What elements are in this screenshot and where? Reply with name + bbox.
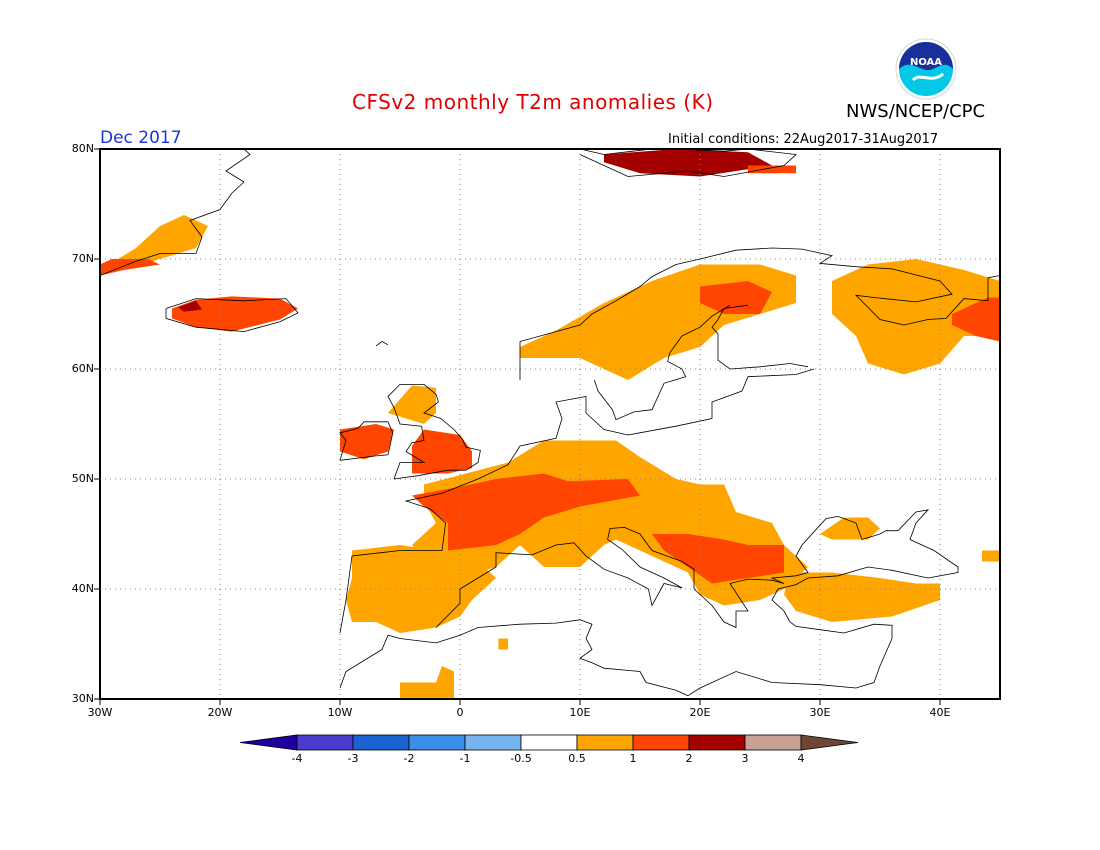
- anomaly-region-15: [652, 534, 784, 584]
- colorbar-segment: [576, 734, 634, 751]
- anomaly-region-5: [748, 165, 796, 174]
- colorbar-label: 2: [685, 752, 693, 765]
- colorbar-segment: [520, 734, 578, 751]
- colorbar-segment: [744, 734, 802, 751]
- anomaly-region-12: [412, 429, 472, 474]
- colorbar-segment: [632, 734, 690, 751]
- anomaly-region-7: [700, 281, 772, 314]
- map-gridlines: [100, 149, 1000, 699]
- colorbar-label: -2: [403, 752, 415, 765]
- lon-label: 0: [456, 706, 464, 719]
- agency-label: NWS/NCEP/CPC: [846, 101, 986, 122]
- lon-label: 30E: [809, 706, 831, 719]
- coastline-9: [579, 149, 797, 177]
- colorbar: [239, 734, 859, 751]
- anomaly-region-9: [952, 297, 1000, 342]
- anomaly-region-3: [178, 300, 202, 312]
- colorbar-label: -4: [291, 752, 303, 765]
- colorbar-segment: [408, 734, 466, 751]
- axis-ticks: [94, 148, 941, 705]
- valid-month-label: Dec 2017: [100, 128, 182, 148]
- lat-label: 50N: [71, 472, 94, 485]
- colorbar-label: 1: [629, 752, 637, 765]
- anomaly-region-2: [172, 296, 298, 332]
- initial-conditions-label: Initial conditions: 22Aug2017-31Aug2017: [668, 132, 939, 147]
- lat-label: 60N: [71, 362, 94, 375]
- colorbar-segment: [239, 734, 298, 751]
- anomaly-region-19: [982, 550, 1000, 562]
- lon-label: 20W: [207, 706, 233, 719]
- colorbar-label: 3: [741, 752, 749, 765]
- anomaly-region-17: [784, 572, 940, 622]
- colorbar-segment: [688, 734, 746, 751]
- map-coastlines: [100, 149, 1000, 697]
- anomaly-region-20: [400, 666, 454, 699]
- anomaly-region-18: [820, 517, 880, 540]
- anomaly-regions: [100, 149, 1000, 699]
- map-frame: [99, 148, 1001, 700]
- lat-label: 80N: [71, 142, 94, 155]
- anomaly-region-14: [412, 473, 640, 551]
- colorbar-label: 0.5: [568, 752, 586, 765]
- anomaly-region-1: [100, 259, 160, 276]
- coastline-11: [375, 341, 389, 347]
- lat-label: 40N: [71, 582, 94, 595]
- lon-label: 30W: [87, 706, 113, 719]
- lon-label: 10E: [569, 706, 591, 719]
- colorbar-label: -0.5: [510, 752, 532, 765]
- coastline-4: [339, 421, 394, 461]
- svg-text:NOAA: NOAA: [910, 57, 942, 68]
- colorbar-segment: [352, 734, 410, 751]
- coastline-7: [711, 304, 809, 370]
- coastline-8: [594, 304, 731, 421]
- coastline-5: [165, 298, 299, 333]
- colorbar-label: 4: [797, 752, 805, 765]
- coastline-10: [100, 149, 251, 276]
- chart-title: CFSv2 monthly T2m anomalies (K): [352, 90, 714, 114]
- colorbar-segment: [464, 734, 522, 751]
- anomaly-region-0: [100, 215, 208, 270]
- anomaly-region-10: [340, 424, 394, 460]
- colorbar-label: -3: [347, 752, 359, 765]
- colorbar-segment: [800, 734, 859, 751]
- lat-label: 30N: [71, 692, 94, 705]
- coastline-6: [519, 247, 1000, 380]
- coastline-0: [339, 368, 815, 634]
- anomaly-region-8: [832, 259, 1000, 375]
- lon-label: 40E: [929, 706, 951, 719]
- anomaly-region-21: [498, 638, 508, 650]
- coastline-1: [435, 509, 959, 697]
- lat-label: 70N: [71, 252, 94, 265]
- coastline-3: [387, 383, 481, 480]
- lon-label: 20E: [689, 706, 711, 719]
- anomaly-region-11: [388, 385, 436, 424]
- coastline-2: [339, 619, 689, 697]
- lon-label: 10W: [327, 706, 353, 719]
- colorbar-segment: [296, 734, 354, 751]
- colorbar-label: -1: [459, 752, 471, 765]
- noaa-logo-icon: NOAA: [895, 38, 957, 100]
- anomaly-region-4: [604, 149, 772, 177]
